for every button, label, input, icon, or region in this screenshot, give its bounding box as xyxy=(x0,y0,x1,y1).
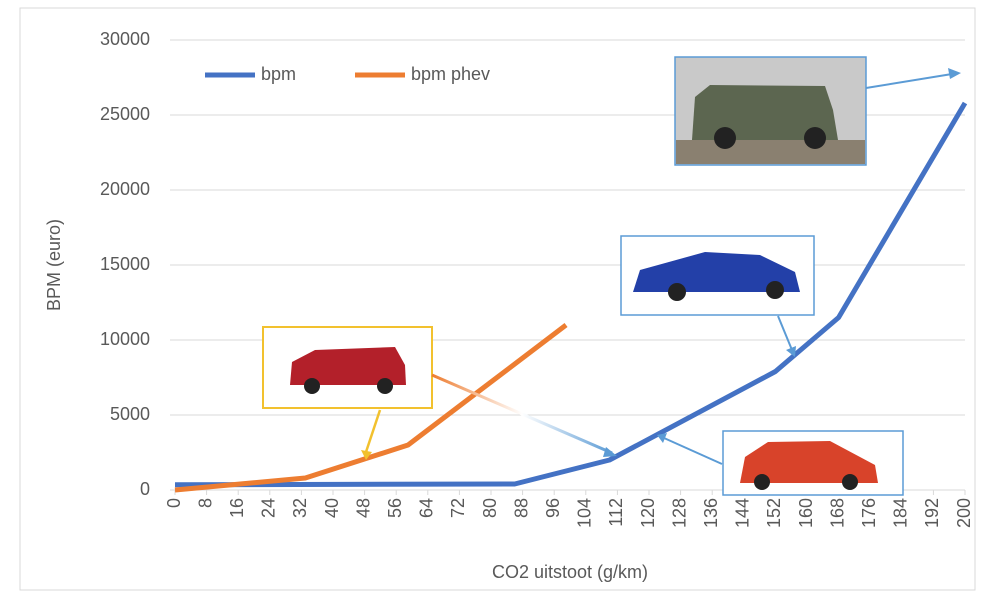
arrow xyxy=(866,74,952,88)
x-tick-label: 72 xyxy=(448,498,468,518)
x-tick-label: 128 xyxy=(669,498,689,528)
x-tick-label: 24 xyxy=(259,498,279,518)
y-tick-label: 25000 xyxy=(100,104,150,124)
wheel xyxy=(766,281,784,299)
arrow xyxy=(366,410,380,452)
x-tick-label: 88 xyxy=(511,498,531,518)
wheel xyxy=(304,378,320,394)
x-tick-label: 104 xyxy=(575,498,595,528)
arrow xyxy=(778,316,792,350)
x-tick-label: 64 xyxy=(417,498,437,518)
x-tick-label: 40 xyxy=(322,498,342,518)
x-tick-label: 48 xyxy=(353,498,373,518)
y-axis-label: BPM (euro) xyxy=(44,219,64,311)
car-image-red-panda xyxy=(263,327,432,408)
car-image-orange-hatch xyxy=(723,431,903,495)
legend-label: bpm xyxy=(261,64,296,84)
x-tick-label: 32 xyxy=(290,498,310,518)
x-tick-label: 96 xyxy=(543,498,563,518)
x-tick-label: 16 xyxy=(227,498,247,518)
x-tick-label: 56 xyxy=(385,498,405,518)
x-tick-label: 176 xyxy=(859,498,879,528)
x-tick-label: 168 xyxy=(827,498,847,528)
car-image-green-suv xyxy=(675,57,866,165)
y-tick-label: 20000 xyxy=(100,179,150,199)
y-tick-label: 10000 xyxy=(100,329,150,349)
y-tick-label: 15000 xyxy=(100,254,150,274)
wheel xyxy=(668,283,686,301)
x-tick-label: 80 xyxy=(480,498,500,518)
y-tick-label: 5000 xyxy=(110,404,150,424)
wheel xyxy=(377,378,393,394)
x-tick-label: 160 xyxy=(796,498,816,528)
chart: 0 5000 10000 15000 20000 25000 30000 0 8 16 24 32 40… xyxy=(0,0,983,594)
wheel xyxy=(842,474,858,490)
x-tick-label: 184 xyxy=(891,498,911,528)
arrow-head xyxy=(948,68,961,79)
x-tick-label: 152 xyxy=(764,498,784,528)
x-tick-label: 120 xyxy=(638,498,658,528)
page: 0 5000 10000 15000 20000 25000 30000 0 8 16 24 32 40… xyxy=(0,0,983,594)
wheel xyxy=(804,127,826,149)
x-tick-label: 136 xyxy=(701,498,721,528)
wheel xyxy=(714,127,736,149)
x-tick-label: 8 xyxy=(195,498,215,508)
car-image-blue-sedan xyxy=(621,236,814,315)
x-tick-label: 192 xyxy=(922,498,942,528)
x-tick-label: 144 xyxy=(733,498,753,528)
arrow xyxy=(432,375,612,453)
x-tick-label: 0 xyxy=(164,498,184,508)
arrow xyxy=(664,438,722,464)
x-tick-label: 200 xyxy=(954,498,974,528)
ground xyxy=(676,140,865,164)
x-axis-label: CO2 uitstoot (g/km) xyxy=(492,562,648,582)
y-tick-label: 30000 xyxy=(100,29,150,49)
legend-label: bpm phev xyxy=(411,64,490,84)
x-tick-label: 112 xyxy=(606,498,626,527)
y-tick-label: 0 xyxy=(140,479,150,499)
wheel xyxy=(754,474,770,490)
